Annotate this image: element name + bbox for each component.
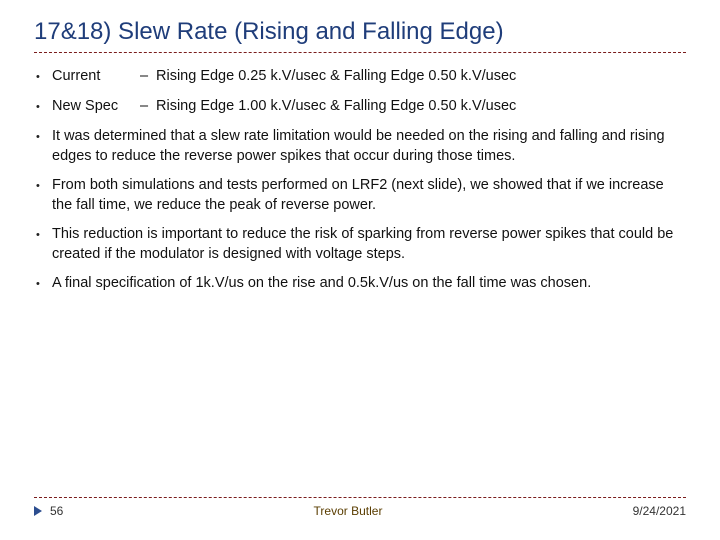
bullet-icon: • (34, 274, 52, 294)
spec-dash: – (132, 67, 156, 87)
bullet-icon: • (34, 176, 52, 196)
footer-date: 9/24/2021 (633, 504, 686, 518)
bullet-text: From both simulations and tests performe… (52, 176, 686, 215)
slide-footer: 56 Trevor Butler 9/24/2021 (34, 497, 686, 518)
list-item: • This reduction is important to reduce … (34, 225, 686, 264)
spec-line: Current – Rising Edge 0.25 k.V/usec & Fa… (52, 67, 686, 87)
list-item: • A final specification of 1k.V/us on th… (34, 274, 686, 294)
list-item: • It was determined that a slew rate lim… (34, 127, 686, 166)
footer-left: 56 (34, 504, 63, 518)
slide-title: 17&18) Slew Rate (Rising and Falling Edg… (34, 18, 686, 53)
bullet-text: This reduction is important to reduce th… (52, 225, 686, 264)
footer-author: Trevor Butler (314, 504, 383, 518)
bullet-text: A final specification of 1k.V/us on the … (52, 274, 686, 294)
spec-value: Rising Edge 1.00 k.V/usec & Falling Edge… (156, 97, 516, 117)
bullet-icon: • (34, 97, 52, 117)
list-item: • From both simulations and tests perfor… (34, 176, 686, 215)
spec-dash: – (132, 97, 156, 117)
spec-label: Current (52, 67, 132, 87)
list-item: • New Spec – Rising Edge 1.00 k.V/usec &… (34, 97, 686, 117)
bullet-icon: • (34, 67, 52, 87)
spec-line: New Spec – Rising Edge 1.00 k.V/usec & F… (52, 97, 686, 117)
bullet-list: • Current – Rising Edge 0.25 k.V/usec & … (34, 67, 686, 294)
page-number: 56 (50, 504, 63, 518)
bullet-icon: • (34, 127, 52, 147)
bullet-text: It was determined that a slew rate limit… (52, 127, 686, 166)
triangle-icon (34, 506, 42, 516)
slide: 17&18) Slew Rate (Rising and Falling Edg… (0, 0, 720, 540)
list-item: • Current – Rising Edge 0.25 k.V/usec & … (34, 67, 686, 87)
bullet-icon: • (34, 225, 52, 245)
spec-value: Rising Edge 0.25 k.V/usec & Falling Edge… (156, 67, 516, 87)
spec-label: New Spec (52, 97, 132, 117)
